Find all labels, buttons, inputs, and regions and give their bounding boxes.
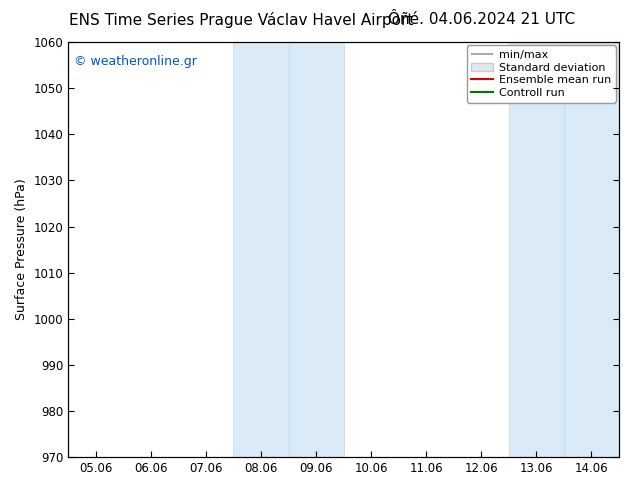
Text: ENS Time Series Prague Václav Havel Airport: ENS Time Series Prague Václav Havel Airp… — [68, 12, 413, 28]
Y-axis label: Surface Pressure (hPa): Surface Pressure (hPa) — [15, 179, 28, 320]
Text: © weatheronline.gr: © weatheronline.gr — [74, 54, 197, 68]
Legend: min/max, Standard deviation, Ensemble mean run, Controll run: min/max, Standard deviation, Ensemble me… — [467, 46, 616, 102]
Bar — [509, 42, 564, 457]
Text: Ôñé. 04.06.2024 21 UTC: Ôñé. 04.06.2024 21 UTC — [388, 12, 576, 27]
Bar — [288, 42, 344, 457]
Bar — [233, 42, 288, 457]
Bar — [564, 42, 619, 457]
